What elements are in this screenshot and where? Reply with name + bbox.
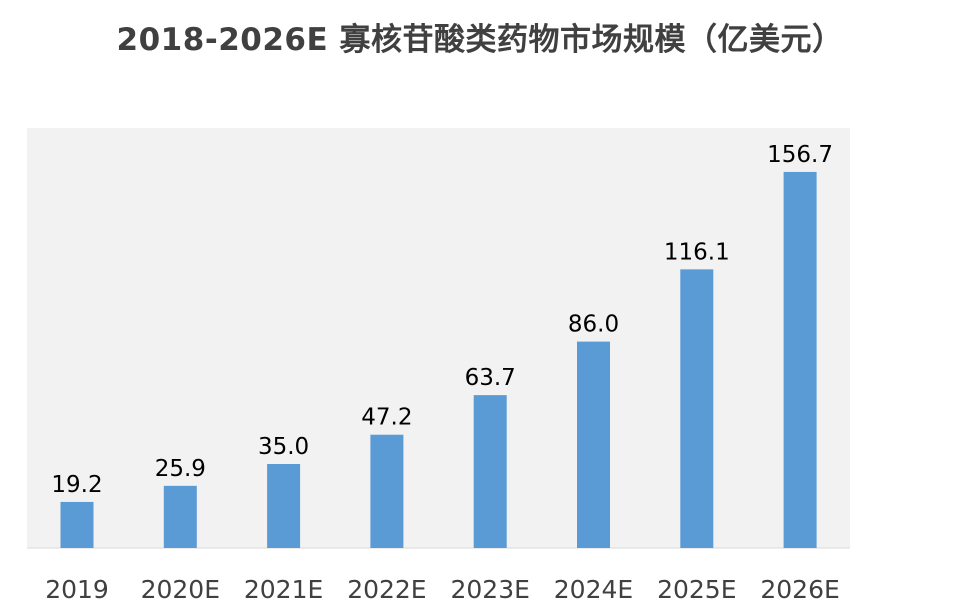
value-label-2026E: 156.7	[767, 142, 833, 168]
bar-2025E	[680, 269, 714, 548]
x-tick-label-2025E: 2025E	[657, 575, 736, 604]
bar-2019	[60, 501, 94, 548]
x-tick-label-2020E: 2020E	[141, 575, 220, 604]
bar-2021E	[267, 464, 301, 548]
value-label-2023E: 63.7	[465, 365, 516, 391]
bar-2026E	[783, 171, 817, 549]
bar-2020E	[163, 485, 197, 548]
x-tick-label-2024E: 2024E	[554, 575, 633, 604]
value-label-2025E: 116.1	[664, 239, 730, 265]
chart-title: 2018-2026E 寡核苷酸类药物市场规模（亿美元）	[116, 22, 844, 58]
x-tick-label-2022E: 2022E	[347, 575, 426, 604]
bar-2023E	[473, 395, 507, 548]
value-label-2020E: 25.9	[155, 456, 206, 482]
value-label-2021E: 35.0	[258, 434, 309, 460]
x-tick-label-2019: 2019	[45, 575, 109, 604]
plot-area	[27, 128, 850, 548]
x-tick-label-2026E: 2026E	[760, 575, 839, 604]
value-labels-group: 19.2 25.9 35.0 47.2 63.7 86.0 116.1 156.7	[51, 142, 833, 498]
value-label-2019: 19.2	[51, 472, 102, 498]
x-tick-label-2023E: 2023E	[450, 575, 529, 604]
bar-2022E	[370, 434, 404, 548]
value-label-2024E: 86.0	[568, 312, 619, 338]
bars-group	[60, 171, 817, 549]
value-label-2022E: 47.2	[361, 405, 412, 431]
x-tick-label-2021E: 2021E	[244, 575, 323, 604]
bar-2024E	[577, 341, 610, 548]
x-tick-labels-group: 2019 2020E 2021E 2022E 2023E 2024E 2025E 2026E	[45, 575, 840, 604]
